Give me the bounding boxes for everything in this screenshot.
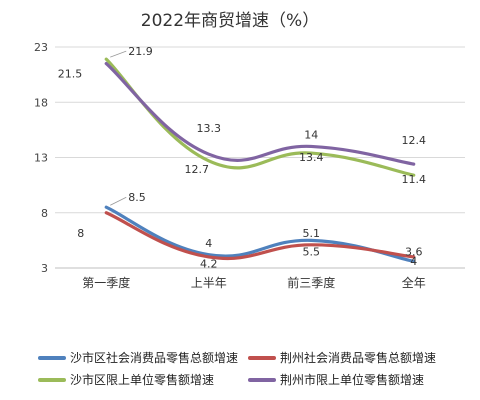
legend-label: 荆州社会消费品零售总额增速 (280, 351, 437, 365)
legend-item: 沙市区社会消费品零售总额增速 (38, 349, 238, 366)
line-chart: 2022年商贸增速（%） 3 8 13 18 23 第一季度 上半年 前三季度 全年 8.5 4.… (34, 11, 465, 290)
legend-swatch (38, 377, 66, 382)
legend-item: 荆州市限上单位零售额增速 (248, 371, 424, 388)
y-tick-label: 13 (34, 152, 48, 165)
data-label: 4.2 (200, 258, 218, 271)
data-label: 21.9 (128, 45, 153, 58)
series-line (104, 61, 416, 166)
x-tick-label: 第一季度 (82, 275, 130, 290)
data-label: 8.5 (128, 191, 146, 204)
y-tick-label: 8 (41, 207, 48, 220)
data-label: 4 (205, 237, 212, 250)
legend-label: 沙市区限上单位零售额增速 (70, 373, 215, 387)
data-label-layer: 8.5 4.2 5.5 3.6 8 4 5.1 4 21.9 12.7 13.4 11.4 21.5 13… (58, 45, 426, 271)
data-label: 13.3 (197, 122, 222, 135)
legend-label: 荆州市限上单位零售额增速 (280, 373, 425, 387)
legend-swatch (38, 355, 66, 360)
y-tick-label: 23 (34, 41, 48, 54)
data-label: 4 (410, 255, 417, 268)
leader-line (110, 50, 127, 58)
y-tick-label: 3 (41, 262, 48, 275)
leader-line (110, 196, 127, 206)
legend-label: 沙市区社会消费品零售总额增速 (70, 351, 239, 365)
legend-swatch (248, 377, 276, 382)
x-tick-label: 前三季度 (287, 275, 335, 290)
data-label: 13.4 (299, 151, 324, 164)
line-layer (104, 57, 416, 263)
data-label: 12.7 (185, 163, 210, 176)
tick-layer: 3 8 13 18 23 第一季度 上半年 前三季度 全年 (34, 41, 426, 290)
data-label: 12.4 (402, 134, 427, 147)
data-label: 8 (77, 227, 84, 240)
legend-item: 沙市区限上单位零售额增速 (38, 371, 214, 388)
data-label: 11.4 (402, 173, 427, 186)
data-label: 5.1 (303, 227, 321, 240)
x-tick-label: 全年 (402, 275, 426, 290)
series-line (104, 211, 416, 261)
x-tick-label: 上半年 (191, 276, 227, 290)
y-tick-label: 18 (34, 96, 48, 109)
chart-title: 2022年商贸增速（%） (141, 11, 319, 31)
data-label: 5.5 (303, 245, 321, 258)
data-label: 14 (304, 128, 318, 141)
legend-item: 荆州社会消费品零售总额增速 (248, 349, 436, 366)
legend-swatch (248, 355, 276, 360)
data-label: 21.5 (58, 68, 83, 81)
data-label: 3.6 (405, 245, 423, 258)
